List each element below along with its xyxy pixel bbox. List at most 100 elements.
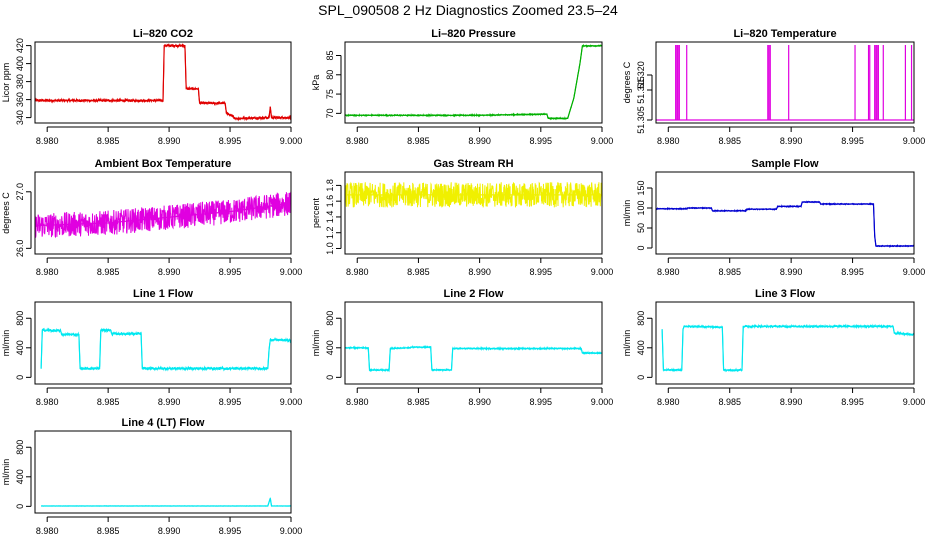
series-trend [40,329,291,370]
chart-panel-6: Sample Flow ml/min 8.980 8.985 8.990 8.995 9.0… [622,158,925,277]
series-group [35,191,291,239]
y-axis-label: degrees C [622,61,632,103]
chart-title: Ambient Box Temperature [95,158,232,170]
chart-title: Line 2 Flow [444,288,504,300]
x-tick-label: 8.995 [530,397,553,407]
x-tick-label: 8.995 [219,136,242,146]
x-tick-label: 8.985 [97,526,120,536]
y-axis-label: kPa [311,75,321,91]
series-line [345,344,602,373]
x-tick-label: 8.995 [219,267,242,277]
y-tick-label: 50 [636,223,646,233]
x-tick-label: 8.995 [841,267,864,277]
x-tick-label: 8.985 [407,267,430,277]
y-tick-label: 51.305 [636,106,646,134]
chart-panel-7: Line 1 Flow ml/min 8.980 8.985 8.990 8.995 9.0… [1,288,302,407]
x-tick-label: 8.985 [718,397,741,407]
y-axis-label: Licor ppm [1,63,11,103]
x-tick-label: 8.990 [468,397,491,407]
y-tick-label: 1.2 [325,226,335,239]
plot-frame [655,41,915,124]
y-axis-label: ml/min [622,200,632,227]
y-tick-label: 1.8 [325,179,335,192]
series-line [35,191,291,239]
series-line [661,323,914,373]
chart-panel-10: Line 4 (LT) Flow ml/min 8.980 8.985 8.990 8.9… [1,417,302,536]
x-tick-label: 8.990 [468,136,491,146]
y-tick-label: 51.320 [636,61,646,89]
series-group [35,42,291,122]
y-tick-label: 1.0 [325,242,335,255]
y-tick-label: 51.315 [636,76,646,104]
y-tick-label: 340 [15,110,25,125]
y-tick-label: 100 [636,200,646,215]
plot-frame [34,430,292,514]
y-tick-label: 0 [636,375,646,380]
x-tick-label: 9.000 [903,267,926,277]
y-tick-label: 800 [15,440,25,455]
series-line [41,497,291,507]
y-tick-label: 75 [325,89,335,99]
y-tick-label: 380 [15,74,25,89]
series-group [345,181,602,208]
x-tick-label: 8.995 [841,397,864,407]
chart-panel-2: Li–820 Pressure kPa 8.980 8.985 8.990 8.995 9.… [311,28,613,146]
plot-frame [655,171,915,255]
y-tick-label: 420 [15,38,25,53]
y-tick-label: 800 [15,311,25,326]
y-tick-label: 26.0 [15,240,25,258]
y-tick-label: 70 [325,108,335,118]
x-tick-label: 9.000 [591,267,614,277]
chart-panel-5: Gas Stream RH percent 8.980 8.985 8.990 8.995… [311,158,613,277]
x-tick-label: 9.000 [280,136,303,146]
x-tick-label: 8.985 [407,397,430,407]
x-tick-label: 8.985 [718,136,741,146]
series-trend [41,498,291,507]
series-group [41,497,291,507]
y-tick-label: 0 [636,245,646,250]
y-tick-label: 27.0 [15,183,25,201]
x-tick-label: 9.000 [280,267,303,277]
x-tick-label: 8.985 [97,397,120,407]
series-trend [656,201,914,247]
plot-frame [344,41,603,124]
chart-title: Li–820 Pressure [431,28,515,40]
chart-panel-9: Line 3 Flow ml/min 8.980 8.985 8.990 8.995 9.0… [622,288,925,407]
x-tick-label: 8.980 [346,397,369,407]
plot-frame [344,301,603,385]
chart-title: Li–820 Temperature [733,28,836,40]
x-tick-label: 9.000 [903,397,926,407]
series-trend [35,202,291,227]
x-tick-label: 8.980 [36,267,59,277]
y-axis-label: ml/min [311,330,321,357]
series-line [345,181,602,208]
y-tick-label: 150 [636,180,646,195]
series-group [661,323,914,373]
series-group [345,43,602,121]
x-tick-label: 8.980 [346,267,369,277]
plot-frame [344,171,603,255]
x-tick-label: 8.990 [780,136,803,146]
chart-panel-1: Li–820 CO2 Licor ppm 8.980 8.985 8.990 8.995 9… [1,28,302,146]
x-tick-label: 8.980 [36,397,59,407]
x-tick-label: 9.000 [903,136,926,146]
x-tick-label: 8.985 [97,267,120,277]
series-group [40,327,291,372]
y-tick-label: 400 [15,469,25,484]
chart-title: Sample Flow [751,158,819,170]
x-tick-label: 8.980 [36,526,59,536]
plot-frame [34,171,292,255]
chart-panel-8: Line 2 Flow ml/min 8.980 8.985 8.990 8.995 9.0… [311,288,613,407]
chart-title: Line 4 (LT) Flow [122,417,205,429]
x-tick-label: 8.980 [657,267,680,277]
x-tick-label: 8.995 [219,397,242,407]
x-tick-label: 8.995 [530,267,553,277]
x-tick-label: 8.985 [97,136,120,146]
y-tick-label: 1.4 [325,211,335,224]
series-trend [345,346,602,371]
x-tick-label: 8.995 [841,136,864,146]
x-tick-label: 9.000 [280,526,303,536]
y-axis-label: ml/min [1,330,11,357]
